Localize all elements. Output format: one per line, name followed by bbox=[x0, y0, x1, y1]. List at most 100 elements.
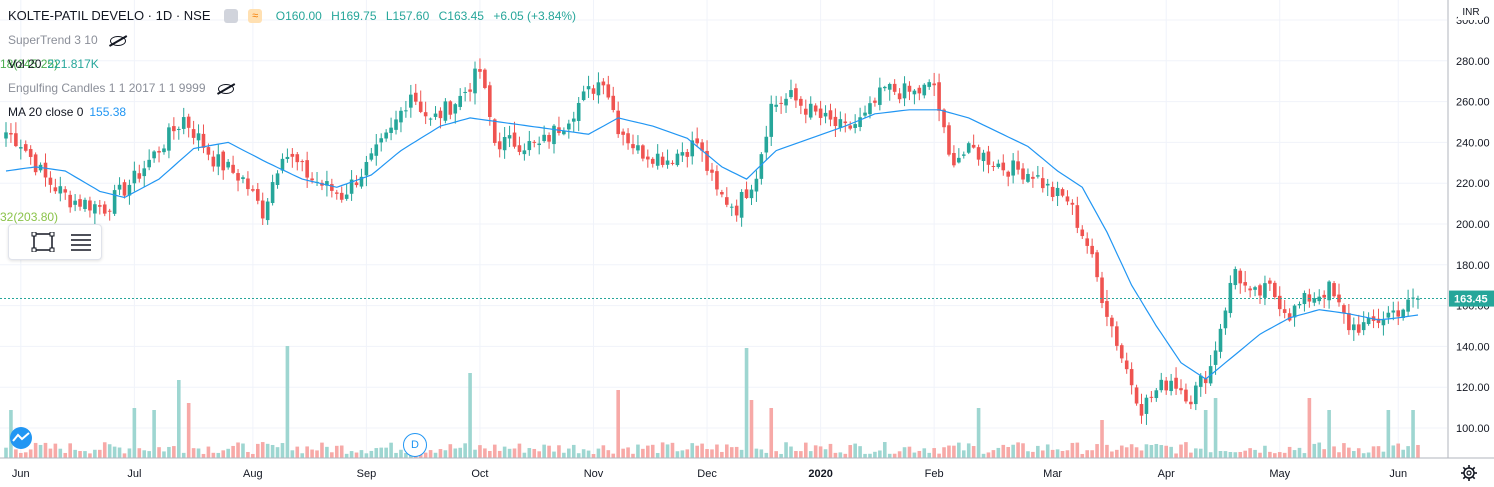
volume-bar bbox=[725, 444, 729, 458]
volume-bar bbox=[300, 453, 305, 458]
candle bbox=[473, 61, 477, 105]
ma-legend[interactable]: MA 20 close 0 155.38 bbox=[8, 105, 132, 119]
candle bbox=[1218, 323, 1223, 359]
candle bbox=[1075, 196, 1080, 234]
volume-bar bbox=[389, 442, 393, 458]
volume-bar bbox=[502, 446, 507, 458]
candle bbox=[887, 82, 892, 101]
candle bbox=[1312, 292, 1317, 307]
volume-bar bbox=[112, 446, 117, 458]
candle-body bbox=[1065, 196, 1070, 202]
candle bbox=[764, 125, 769, 160]
rectangle-select-icon[interactable] bbox=[31, 232, 55, 252]
volume-bar bbox=[1322, 449, 1326, 458]
candle bbox=[1031, 171, 1035, 188]
volume-bar bbox=[1337, 452, 1341, 458]
volume-bar bbox=[255, 443, 260, 458]
volume-bar bbox=[1050, 449, 1055, 458]
candle bbox=[606, 75, 611, 100]
candle bbox=[1258, 283, 1262, 304]
candle bbox=[43, 153, 48, 187]
candle-body bbox=[1095, 252, 1099, 278]
candle-body bbox=[1337, 294, 1341, 303]
candle-body bbox=[1356, 324, 1361, 333]
candle-body bbox=[655, 153, 660, 166]
volume-bar bbox=[246, 451, 250, 458]
compare-symbol-icon[interactable]: ≈ bbox=[248, 8, 263, 23]
volume-bar bbox=[1218, 450, 1223, 458]
volume-bar bbox=[483, 448, 487, 458]
minimize-legend-icon[interactable] bbox=[224, 8, 239, 23]
candle bbox=[675, 149, 680, 167]
volume-bar bbox=[1085, 450, 1090, 458]
candle-body bbox=[127, 184, 132, 196]
candle-body bbox=[1194, 385, 1198, 405]
candle bbox=[744, 181, 749, 200]
candle-body bbox=[547, 135, 551, 142]
candle-body bbox=[710, 169, 714, 173]
candle-body bbox=[409, 94, 413, 108]
dividend-marker[interactable]: D bbox=[403, 433, 427, 457]
candle-body bbox=[675, 153, 680, 166]
engulfing-legend[interactable]: Engulfing Candles 1 1 2017 1 1 9999 bbox=[8, 81, 240, 95]
candle-body bbox=[576, 102, 581, 121]
candle bbox=[448, 100, 453, 120]
candle-body bbox=[98, 205, 102, 207]
candle bbox=[1006, 170, 1011, 187]
candle-body bbox=[1174, 377, 1178, 389]
gear-icon[interactable] bbox=[1460, 464, 1478, 482]
hide-eye-icon[interactable] bbox=[217, 83, 234, 94]
volume-bar bbox=[897, 451, 902, 458]
volume-bar bbox=[1282, 452, 1287, 458]
candle-body bbox=[1169, 380, 1173, 392]
volume-bar bbox=[557, 445, 561, 458]
candle bbox=[868, 96, 872, 119]
candle-body bbox=[117, 184, 122, 190]
candle-body bbox=[448, 101, 453, 115]
volume-bar bbox=[917, 450, 922, 458]
candle-body bbox=[858, 117, 862, 128]
supertrend-label: SuperTrend 3 10 bbox=[8, 33, 98, 47]
volume-bar bbox=[1100, 420, 1104, 458]
tradingview-logo-icon[interactable] bbox=[5, 426, 37, 450]
candle-body bbox=[1243, 282, 1247, 286]
candle-body bbox=[478, 69, 482, 72]
supertrend-legend[interactable]: SuperTrend 3 10 bbox=[8, 33, 132, 47]
volume-bar bbox=[142, 450, 147, 458]
candle bbox=[394, 110, 398, 135]
volume-bar bbox=[369, 450, 374, 458]
candle bbox=[863, 105, 867, 119]
candle bbox=[1105, 289, 1109, 327]
hide-eye-icon[interactable] bbox=[109, 35, 126, 46]
candle bbox=[1070, 199, 1075, 215]
volume-legend[interactable]: Vol 20 221.817K bbox=[8, 57, 105, 71]
symbol-title[interactable]: KOLTE-PATIL DEVELO · 1D · NSE bbox=[8, 8, 211, 23]
candle bbox=[1396, 301, 1401, 326]
candle-body bbox=[848, 125, 853, 129]
candle bbox=[1361, 311, 1366, 336]
volume-bar bbox=[1021, 443, 1025, 458]
settings-lines-icon[interactable] bbox=[69, 232, 93, 252]
volume-bar bbox=[458, 447, 463, 458]
volume-bar bbox=[927, 452, 932, 458]
candle-body bbox=[725, 197, 729, 205]
candle-body bbox=[58, 186, 63, 194]
candle bbox=[1179, 379, 1183, 395]
candle bbox=[1208, 355, 1213, 386]
drawing-toolbox[interactable] bbox=[8, 224, 102, 260]
candle bbox=[73, 194, 77, 212]
volume-bar bbox=[1174, 453, 1178, 458]
volume-bar bbox=[882, 442, 887, 458]
ma-value: 155.38 bbox=[89, 105, 127, 119]
volume-bar bbox=[739, 449, 744, 458]
candle-body bbox=[1203, 377, 1208, 384]
candle bbox=[808, 96, 813, 120]
volume-bar bbox=[1342, 443, 1346, 458]
x-tick-label: Sep bbox=[357, 468, 377, 480]
candle bbox=[1144, 394, 1149, 425]
candle-body bbox=[325, 181, 329, 186]
volume-bar bbox=[769, 408, 774, 458]
candle-body bbox=[720, 192, 724, 195]
